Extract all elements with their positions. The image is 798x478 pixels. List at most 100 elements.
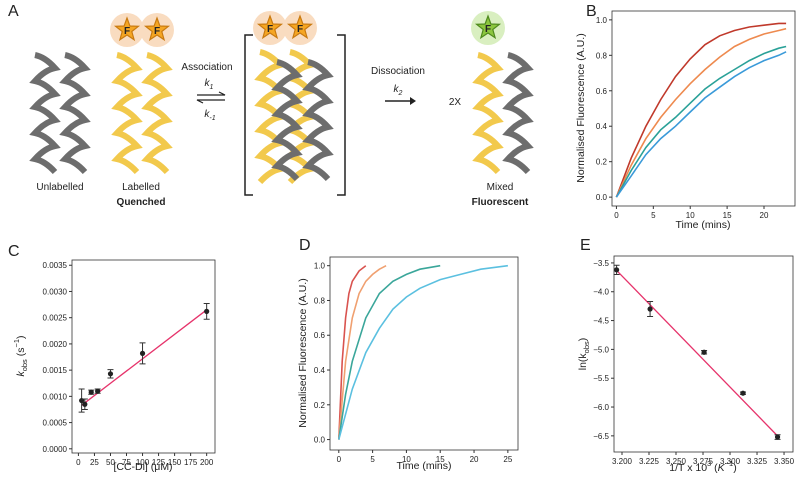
x-tick-label: 10 <box>686 211 695 220</box>
axis-label-group: Normalised Fluorescence (A.U.) <box>575 33 587 182</box>
y-tick-label: 1.0 <box>596 16 608 25</box>
axis-label: Time (mins) <box>396 460 451 472</box>
data-point <box>613 267 620 273</box>
axis-label-part: obs <box>20 359 29 371</box>
y-tick-label: 0.2 <box>596 158 608 167</box>
plot-frame <box>329 256 519 451</box>
helix <box>502 52 534 175</box>
x-tick-label: 25 <box>90 458 99 467</box>
fluorophore-label: F <box>267 24 273 35</box>
y-tick-label: 0.6 <box>596 87 608 96</box>
rate-symbol: k <box>394 84 400 95</box>
y-tick-label: 0.8 <box>314 296 326 305</box>
x-tick-label: 15 <box>436 455 445 464</box>
x-tick-label: 20 <box>470 455 479 464</box>
y-tick-label: 0.0 <box>314 436 326 445</box>
rate-symbol: k <box>205 78 211 89</box>
star <box>474 14 502 40</box>
axis-label-part: obs <box>582 341 591 353</box>
data-line <box>615 51 787 198</box>
data-point <box>204 308 210 314</box>
y-tick-label: 0.0010 <box>43 392 68 401</box>
x-tick-label: 5 <box>370 455 375 464</box>
axis-label: ln(kobs) <box>577 338 591 371</box>
arrow-head <box>410 97 416 105</box>
panel-label: E <box>580 237 591 254</box>
y-tick-label: 0.0035 <box>43 261 68 270</box>
axis-label: 1/T x 103 (K−1) <box>669 459 736 474</box>
rate-constant: k-1 <box>204 109 215 122</box>
rate-subscript: 1 <box>210 84 214 91</box>
fit-line <box>81 309 208 406</box>
x-tick-label: 3.350 <box>774 457 795 466</box>
data-line <box>615 22 787 198</box>
axis-label-part: ) <box>733 462 737 474</box>
data-point <box>107 371 114 377</box>
axis-label-part: (s <box>15 348 27 360</box>
data-point <box>740 390 746 396</box>
caption: 2X <box>449 97 462 108</box>
data-point <box>139 350 146 356</box>
caption: Association <box>181 62 232 73</box>
data-point <box>88 389 94 395</box>
fluorophore-label: F <box>154 26 160 37</box>
x-tick-label: 20 <box>760 211 769 220</box>
fluorophore-label: F <box>124 26 130 37</box>
axis-label-part: ( <box>711 462 718 474</box>
y-tick-label: 0.0 <box>596 193 608 202</box>
rate-constant: k1 <box>205 78 214 91</box>
star <box>286 14 314 40</box>
x-tick-label: 3.300 <box>720 457 741 466</box>
fluorophore-label: F <box>297 24 303 35</box>
fit-line <box>616 269 780 438</box>
y-tick-label: 0.0020 <box>43 340 68 349</box>
panel-label: A <box>8 3 19 20</box>
x-tick-label: 75 <box>122 458 131 467</box>
data-point <box>95 388 101 394</box>
plot-frame <box>611 10 796 207</box>
rate-constant: k2 <box>394 84 403 97</box>
y-tick-label: 0.0030 <box>43 287 68 296</box>
caption: Labelled <box>122 182 160 193</box>
y-tick-label: −5.5 <box>593 374 609 383</box>
x-tick-label: 3.200 <box>612 457 633 466</box>
data-line <box>615 45 787 198</box>
y-tick-label: 0.4 <box>314 366 326 375</box>
plot-frame <box>71 259 216 454</box>
helix <box>302 59 334 182</box>
y-tick-label: 0.0015 <box>43 366 68 375</box>
x-tick-label: 5 <box>651 211 656 220</box>
data-point <box>82 401 88 407</box>
axis-label-part: ) <box>15 335 27 339</box>
helix <box>472 52 504 175</box>
data-point <box>774 434 781 440</box>
caption: Mixed <box>487 182 514 193</box>
x-tick-label: 0 <box>76 458 81 467</box>
x-tick-label: 25 <box>503 455 512 464</box>
data-line <box>338 264 441 440</box>
rate-symbol: k <box>204 109 210 120</box>
panel-label: C <box>8 243 20 260</box>
caption: Unlabelled <box>36 182 83 193</box>
axis-label-group: Normalised Fluorescence (A.U.) <box>297 278 309 427</box>
x-tick-label: 150 <box>168 458 182 467</box>
axis-label-part: ) <box>577 338 589 342</box>
axis-label: Time (mins) <box>675 219 730 231</box>
axis-label-part: 3 <box>707 459 711 468</box>
helix <box>59 52 91 175</box>
caption: Fluorescent <box>472 197 529 208</box>
star <box>256 14 284 40</box>
x-tick-label: 125 <box>152 458 166 467</box>
axis-label-part: k <box>15 371 27 377</box>
x-tick-label: 50 <box>106 458 115 467</box>
star <box>143 16 171 42</box>
x-tick-label: 3.275 <box>693 457 714 466</box>
y-tick-label: −4.5 <box>593 317 609 326</box>
y-tick-label: 0.4 <box>596 122 608 131</box>
data-line <box>338 264 509 440</box>
bracket <box>244 34 346 196</box>
helix <box>29 52 61 175</box>
panel-a: F F F F F Unlabelled Labelled Quenched Associati… <box>29 11 534 208</box>
x-tick-label: 0 <box>614 211 619 220</box>
